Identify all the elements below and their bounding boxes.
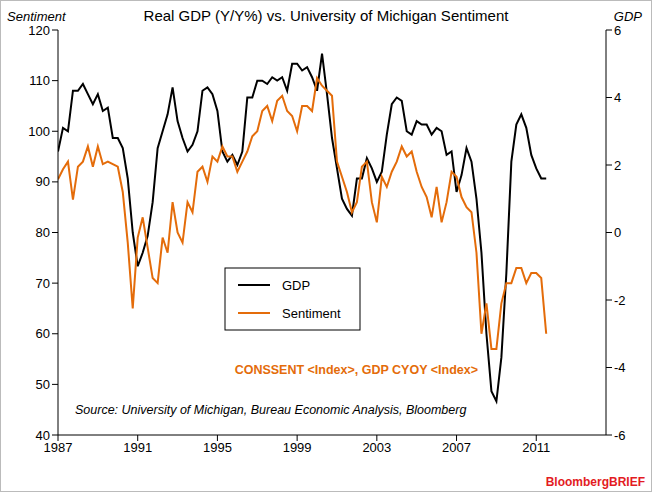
- svg-text:50: 50: [36, 377, 50, 392]
- svg-text:1987: 1987: [43, 440, 73, 456]
- svg-text:2007: 2007: [442, 440, 471, 455]
- svg-text:4: 4: [614, 90, 621, 105]
- svg-text:60: 60: [36, 326, 50, 341]
- svg-text:CONSSENT <Index>, GDP CYOY <In: CONSSENT <Index>, GDP CYOY <Index>: [235, 363, 478, 377]
- svg-text:110: 110: [29, 73, 50, 88]
- svg-text:90: 90: [36, 174, 50, 189]
- svg-text:1995: 1995: [203, 440, 232, 455]
- svg-text:100: 100: [28, 124, 50, 139]
- svg-text:1999: 1999: [283, 440, 312, 455]
- svg-text:70: 70: [36, 276, 50, 291]
- svg-text:BloombergBRIEF: BloombergBRIEF: [546, 475, 644, 489]
- svg-text:2011: 2011: [522, 440, 550, 455]
- svg-text:6: 6: [614, 23, 621, 38]
- svg-text:80: 80: [36, 225, 50, 240]
- svg-text:-4: -4: [614, 360, 626, 375]
- svg-text:GDP: GDP: [614, 9, 643, 24]
- svg-text:0: 0: [614, 225, 621, 240]
- svg-text:-6: -6: [614, 428, 626, 443]
- svg-text:2: 2: [614, 158, 621, 173]
- svg-text:120: 120: [28, 23, 50, 38]
- svg-text:-2: -2: [614, 293, 626, 308]
- svg-text:40: 40: [36, 428, 50, 443]
- svg-text:Sentiment: Sentiment: [282, 306, 341, 321]
- svg-text:2003: 2003: [362, 440, 391, 455]
- svg-text:Sentiment: Sentiment: [8, 9, 67, 24]
- svg-text:GDP: GDP: [282, 278, 310, 293]
- svg-text:Source: University of Michigan: Source: University of Michigan, Bureau E…: [75, 403, 466, 417]
- svg-text:1991: 1991: [123, 440, 152, 455]
- svg-text:Real GDP (Y/Y%) vs. University: Real GDP (Y/Y%) vs. University of Michig…: [144, 7, 510, 24]
